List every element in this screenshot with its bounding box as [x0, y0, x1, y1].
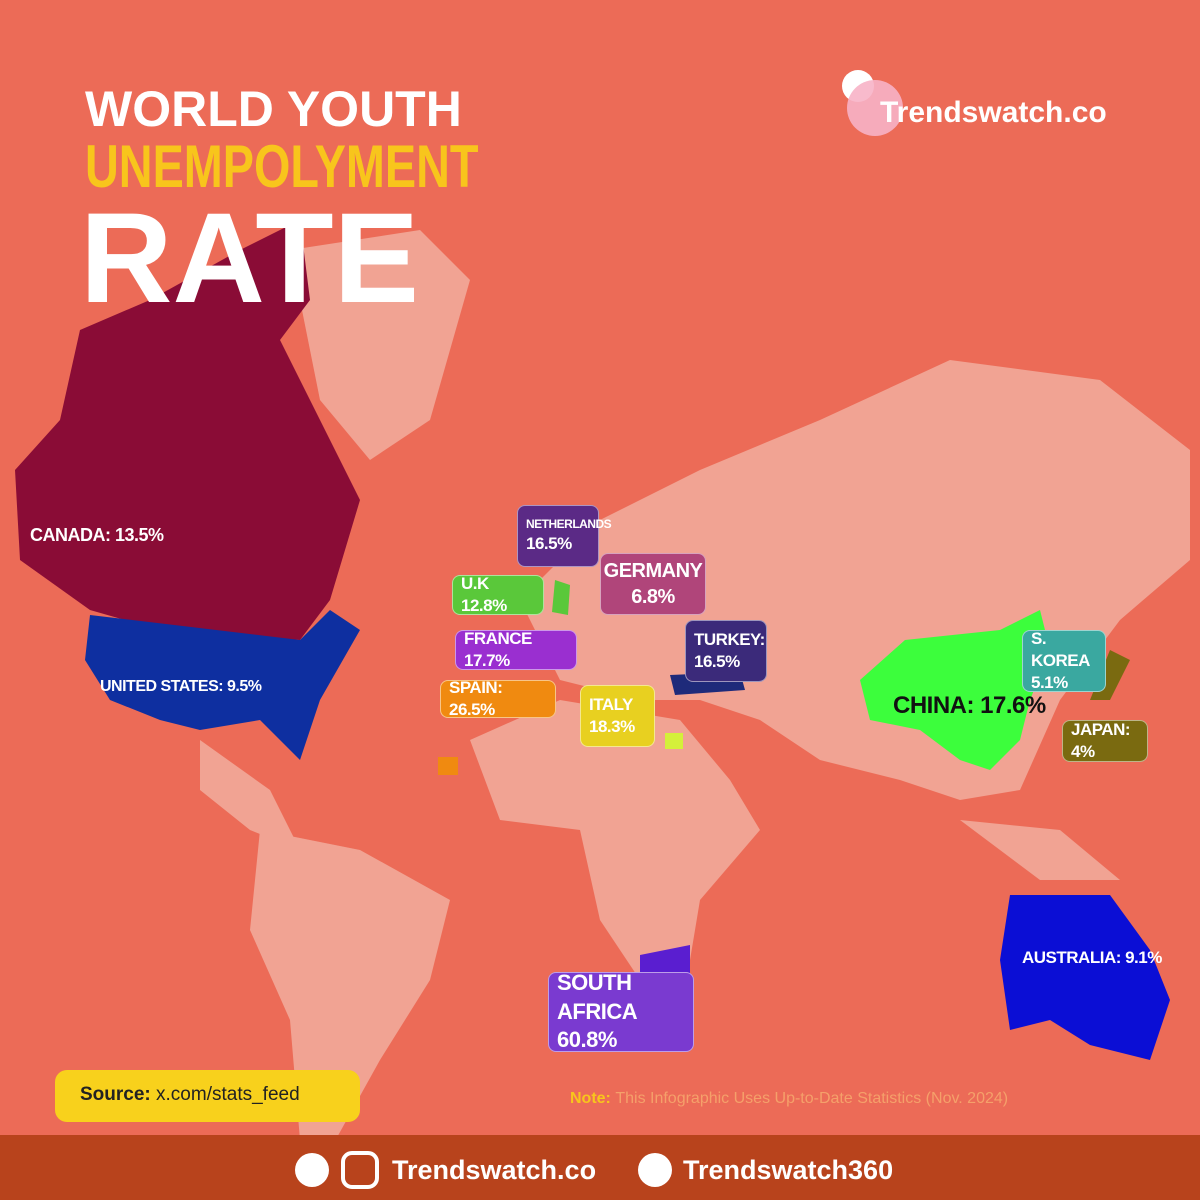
label-turkey: TURKEY: 16.5% [685, 620, 767, 682]
label-canada: CANADA: 13.5% [30, 525, 164, 546]
label-text: SOUTH AFRICA [557, 970, 638, 1024]
label-text: AUSTRALIA: 9.1% [1022, 948, 1162, 967]
central-america [200, 740, 300, 850]
label-south-africa: SOUTH AFRICA 60.8% [548, 970, 694, 1053]
footer-band [0, 1135, 1200, 1200]
label-text: SPAIN: 26.5% [449, 677, 503, 719]
label-text: TURKEY: [694, 629, 765, 649]
logo-circle [847, 80, 903, 136]
label-text: JAPAN: 4% [1071, 719, 1131, 761]
label-text: S. KOREA [1031, 628, 1090, 670]
label-text: 18.3% [589, 717, 635, 736]
label-text: ITALY [589, 694, 633, 714]
footer-website: Trendswatch.co [392, 1155, 597, 1185]
label-text: 5.1% [1031, 673, 1068, 693]
label-spain: SPAIN: 26.5% [440, 677, 556, 719]
label-france: FRANCE 17.7% [455, 628, 577, 670]
label-text: 16.5% [526, 533, 572, 553]
label-us: UNITED STATES: 9.5% [100, 678, 262, 696]
label-china: CHINA: 17.6% [893, 692, 1046, 720]
source: Source: x.com/stats_feed [80, 1084, 300, 1106]
footer-handle: Trendswatch360 [683, 1155, 894, 1185]
instagram-icon [341, 1151, 379, 1189]
note-text: This Infographic Uses Up-to-Date Statist… [615, 1090, 1009, 1107]
label-text: CHINA: 17.6% [893, 692, 1046, 719]
brand: Trendswatch.co [880, 96, 1107, 129]
source-value: x.com/stats_feed [156, 1084, 300, 1105]
label-italy: ITALY 18.3% [580, 685, 655, 747]
africa [470, 700, 760, 980]
label-text: NETHERLANDS [526, 517, 612, 532]
label-text: CANADA: 13.5% [30, 525, 164, 545]
label-text: U.K 12.8% [461, 573, 507, 615]
source-label: Source: [80, 1084, 151, 1105]
uk [552, 580, 570, 615]
italy-marker [665, 733, 683, 749]
label-south-korea: S. KOREA 5.1% [1022, 628, 1106, 693]
china [860, 610, 1050, 770]
note-label: Note: [570, 1090, 611, 1107]
label-germany: GERMANY 6.8% [600, 553, 706, 615]
label-text: 16.5% [694, 652, 740, 671]
label-netherlands: NETHERLANDS 16.5% [517, 505, 612, 567]
united-states [85, 610, 360, 760]
x-icon [638, 1153, 672, 1187]
label-uk: U.K 12.8% [452, 573, 544, 615]
note: Note: This Infographic Uses Up-to-Date S… [570, 1090, 1008, 1108]
title-line-3: RATE [80, 187, 419, 330]
label-australia: AUSTRALIA: 9.1% [1022, 948, 1162, 968]
label-text: 6.8% [631, 586, 675, 608]
greenland [290, 230, 470, 460]
canada [15, 220, 360, 640]
title-line-2: UNEMPOLYMENT [85, 133, 479, 200]
facebook-icon [295, 1153, 329, 1187]
label-text: UNITED STATES: 9.5% [100, 678, 262, 695]
indonesia [960, 820, 1120, 880]
label-text: 60.8% [557, 1027, 617, 1053]
source-box [55, 1070, 360, 1122]
label-text: GERMANY [603, 560, 703, 582]
title-line-1: WORLD YOUTH [85, 81, 462, 137]
label-japan: JAPAN: 4% [1062, 720, 1148, 762]
australia [1000, 895, 1170, 1060]
spain-marker [438, 757, 458, 775]
label-text: FRANCE 17.7% [464, 628, 532, 670]
